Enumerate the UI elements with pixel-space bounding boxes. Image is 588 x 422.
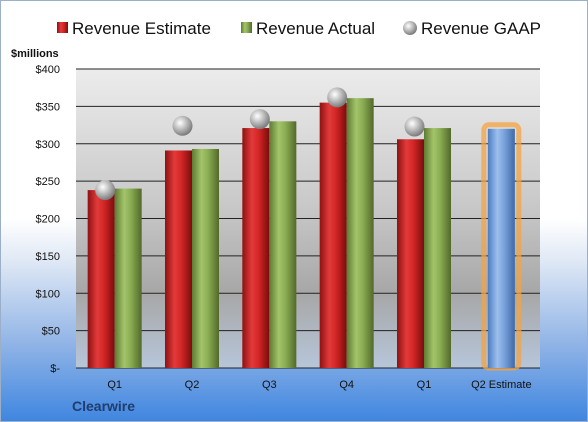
- x-tick-label: Q3: [262, 379, 277, 391]
- company-name: Clearwire: [72, 398, 136, 414]
- x-tick-label: Q2: [185, 379, 200, 391]
- gaap-marker: [404, 116, 425, 137]
- bar-estimate: [319, 102, 347, 368]
- y-tick-label: $100: [36, 288, 60, 300]
- bar-actual: [269, 121, 297, 368]
- y-tick-label: $350: [36, 101, 60, 113]
- bar-estimate: [242, 128, 270, 368]
- legend-swatch-actual: [241, 22, 252, 33]
- y-tick-label: $-: [50, 363, 60, 375]
- x-tick-label: Q1: [107, 379, 122, 391]
- y-tick-label: $250: [36, 176, 60, 188]
- legend-actual: Revenue Actual: [256, 19, 375, 38]
- bar-estimate: [165, 150, 192, 368]
- y-tick-label: $50: [42, 326, 60, 338]
- gaap-marker: [95, 180, 116, 201]
- y-tick-label: $200: [36, 214, 60, 226]
- gaap-marker: [172, 115, 193, 136]
- x-axis-ticks: Q1 Q2 Q3 Q4 Q1 Q2 Estimate: [107, 379, 531, 391]
- bar-actual: [114, 188, 142, 368]
- legend-gaap: Revenue GAAP: [421, 19, 541, 38]
- x-tick-label: Q1: [417, 379, 432, 391]
- bar-actual: [424, 128, 451, 368]
- y-tick-label: $400: [36, 64, 60, 76]
- y-tick-label: $150: [36, 251, 60, 263]
- bar-q2-estimate: [487, 128, 515, 368]
- y-tick-label: $300: [36, 139, 60, 151]
- x-tick-label: Q4: [339, 379, 354, 391]
- bars: [87, 98, 522, 371]
- gridlines: [76, 68, 540, 369]
- legend-swatch-gaap: [403, 21, 417, 35]
- bar-estimate: [87, 190, 115, 368]
- gaap-marker: [249, 109, 270, 130]
- bar-actual: [346, 98, 374, 368]
- y-axis-ticks: $- $50 $100 $150 $200 $250 $300 $350 $400: [36, 64, 61, 375]
- x-tick-label: Q2 Estimate: [471, 379, 532, 391]
- y-unit-label: $millions: [11, 48, 59, 60]
- legend-swatch-estimate: [57, 22, 68, 33]
- legend: Revenue Estimate Revenue Actual Revenue …: [57, 19, 541, 38]
- gaap-marker: [327, 87, 348, 108]
- bar-estimate: [397, 139, 424, 368]
- legend-estimate: Revenue Estimate: [72, 19, 211, 38]
- gaap-markers: [95, 87, 425, 201]
- bar-actual: [192, 148, 219, 368]
